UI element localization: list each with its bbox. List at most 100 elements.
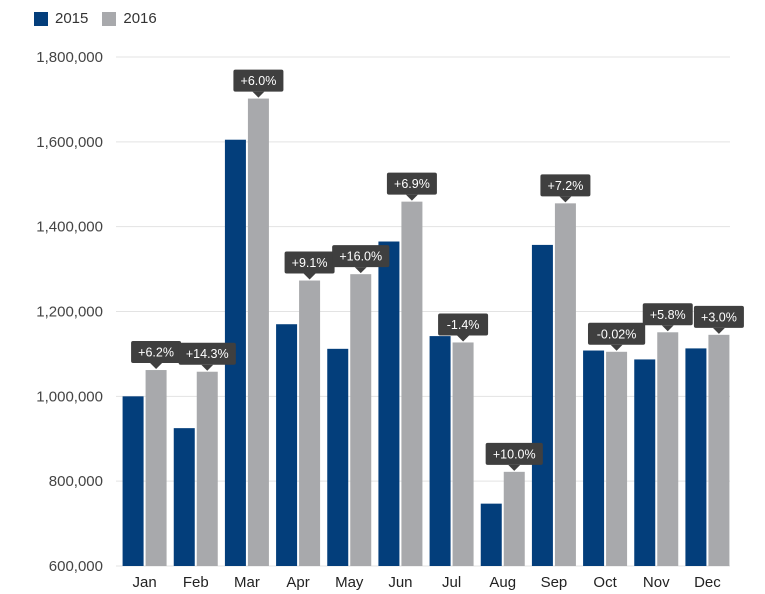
annotation-jan: +6.2% xyxy=(131,341,182,370)
x-tick-label: Mar xyxy=(234,574,260,591)
y-tick-label: 1,400,000 xyxy=(36,219,103,236)
bar-2016-nov[interactable] xyxy=(657,332,679,566)
annotation-aug: +10.0% xyxy=(485,442,543,471)
annotation-box xyxy=(485,442,543,465)
annotation-pointer xyxy=(252,91,265,98)
annotations: +6.2% +14.3% +6.0% +9.1% +16.0% +6.9% -1.4% +10… xyxy=(131,69,744,471)
legend: 2015 2016 xyxy=(34,10,171,27)
annotation-jun: +6.9% xyxy=(386,172,437,201)
bar-2015-jul[interactable] xyxy=(429,336,451,566)
x-tick-label: Sep xyxy=(541,574,568,591)
x-tick-label: Jul xyxy=(442,574,461,591)
x-tick-label: Jan xyxy=(132,574,156,591)
annotation-mar: +6.0% xyxy=(233,69,284,98)
annotation-box xyxy=(131,341,182,364)
bar-2015-may[interactable] xyxy=(327,348,349,566)
annotation-pointer xyxy=(405,194,418,201)
annotation-label: -1.4% xyxy=(447,318,480,332)
bar-2016-oct[interactable] xyxy=(606,351,628,566)
bar-2015-apr[interactable] xyxy=(276,324,298,566)
annotation-pointer xyxy=(150,363,163,370)
legend-item-2015[interactable]: 2015 xyxy=(34,10,88,27)
bar-2016-may[interactable] xyxy=(350,274,372,566)
bar-2015-oct[interactable] xyxy=(583,350,605,566)
annotation-box xyxy=(233,69,284,92)
bar-2016-sep[interactable] xyxy=(554,203,576,566)
annotation-label: +6.2% xyxy=(138,346,174,360)
bar-2015-feb[interactable] xyxy=(173,428,195,566)
annotation-label: +9.1% xyxy=(292,256,328,270)
bar-2016-feb[interactable] xyxy=(196,371,218,566)
bar-2016-jul[interactable] xyxy=(452,342,474,566)
annotation-label: +6.0% xyxy=(241,74,277,88)
annotation-oct: -0.02% xyxy=(587,322,646,351)
bar-2015-jun[interactable] xyxy=(378,241,400,566)
bar-2015-dec[interactable] xyxy=(685,348,707,566)
bar-2016-mar[interactable] xyxy=(247,98,269,567)
legend-item-2016[interactable]: 2016 xyxy=(102,10,157,27)
annotation-pointer xyxy=(508,464,521,471)
annotation-box xyxy=(284,251,335,274)
bar-2016-dec[interactable] xyxy=(708,334,730,566)
y-tick-label: 1,600,000 xyxy=(36,134,103,151)
bar-2016-apr[interactable] xyxy=(299,280,321,566)
annotation-pointer xyxy=(610,344,623,351)
y-tick-label: 1,000,000 xyxy=(36,388,103,405)
bar-2016-jun[interactable] xyxy=(401,201,423,566)
annotation-pointer xyxy=(457,335,470,342)
annotation-nov: +5.8% xyxy=(642,303,693,332)
annotation-label: +3.0% xyxy=(701,310,737,324)
bar-2016-jan[interactable] xyxy=(145,370,167,566)
x-tick-label: Nov xyxy=(643,574,670,591)
annotation-box xyxy=(540,174,591,197)
annotation-box xyxy=(386,172,437,195)
annotation-box xyxy=(587,322,646,345)
bar-2015-nov[interactable] xyxy=(634,359,656,566)
annotation-feb: +14.3% xyxy=(178,342,236,371)
annotation-pointer xyxy=(661,325,674,332)
annotation-pointer xyxy=(201,364,214,371)
annotation-label: +14.3% xyxy=(186,347,229,361)
annotation-dec: +3.0% xyxy=(693,305,744,334)
bar-2015-jan[interactable] xyxy=(122,396,144,566)
grid-lines xyxy=(116,56,730,567)
legend-label-2015: 2015 xyxy=(55,10,89,27)
x-tick-label: Jun xyxy=(388,574,412,591)
x-axis: Jan Feb Mar Apr May Jun Jul Aug Sep Oct Nov Dec xyxy=(132,574,721,591)
legend-swatch-2016 xyxy=(102,11,117,26)
annotation-may: +16.0% xyxy=(332,245,390,274)
annotation-box xyxy=(178,342,236,365)
bar-2016-aug[interactable] xyxy=(503,471,525,566)
x-tick-label: Dec xyxy=(694,574,721,591)
annotation-pointer xyxy=(559,196,572,203)
annotation-label: -0.02% xyxy=(597,327,637,341)
annotation-box xyxy=(438,313,489,336)
annotation-label: +7.2% xyxy=(548,179,584,193)
annotation-box xyxy=(642,303,693,326)
annotation-box xyxy=(693,305,744,328)
y-tick-label: 600,000 xyxy=(49,558,103,575)
x-tick-label: Apr xyxy=(286,574,309,591)
legend-label-2016: 2016 xyxy=(123,10,157,27)
y-tick-label: 1,200,000 xyxy=(36,304,103,321)
x-tick-label: May xyxy=(335,574,364,591)
legend-swatch-2015 xyxy=(34,11,48,26)
annotation-apr: +9.1% xyxy=(284,251,335,280)
annotation-pointer xyxy=(354,267,367,274)
y-axis: 600,000 800,000 1,000,000 1,200,000 1,400,00… xyxy=(36,49,103,575)
y-tick-label: 1,800,000 xyxy=(36,49,103,66)
annotation-sep: +7.2% xyxy=(540,174,591,203)
annotation-label: +10.0% xyxy=(493,447,536,461)
annotation-label: +6.9% xyxy=(394,177,430,191)
annotation-label: +5.8% xyxy=(650,308,686,322)
annotation-pointer xyxy=(303,273,316,280)
bars xyxy=(122,98,730,567)
annotation-box xyxy=(332,245,390,268)
annotation-pointer xyxy=(712,327,725,334)
annotation-label: +16.0% xyxy=(339,250,382,264)
annotation-jul: -1.4% xyxy=(438,313,489,342)
bar-2015-aug[interactable] xyxy=(480,503,502,566)
bar-2015-sep[interactable] xyxy=(531,244,553,567)
x-tick-label: Feb xyxy=(183,574,209,591)
